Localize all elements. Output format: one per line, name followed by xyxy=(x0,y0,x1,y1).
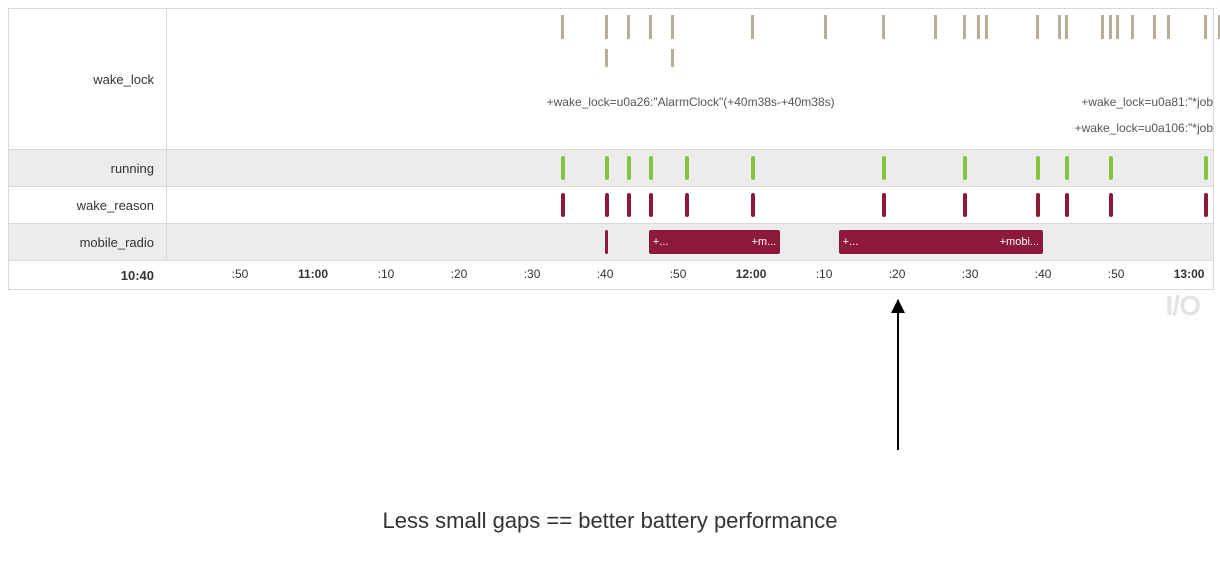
event-tick[interactable] xyxy=(627,15,630,39)
annotation-arrow xyxy=(897,300,899,450)
event-tick[interactable] xyxy=(882,193,886,217)
event-tick[interactable] xyxy=(1153,15,1156,39)
track-mobile-radio[interactable]: +...+m...+...+mobi...+...+...+m...+...+m… xyxy=(167,224,1213,260)
axis-tick-label: :30 xyxy=(962,261,979,281)
event-tick[interactable] xyxy=(1058,15,1061,39)
event-tick[interactable] xyxy=(1204,15,1207,39)
wake-lock-annotation: +wake_lock=u0a106:"*job xyxy=(1075,121,1213,135)
axis-tick-label: :50 xyxy=(232,261,249,281)
row-wake-reason: wake_reason xyxy=(9,187,1213,224)
event-tick[interactable] xyxy=(685,193,689,217)
radio-interval[interactable]: +...+mobi... xyxy=(839,230,1043,254)
event-tick[interactable] xyxy=(1065,156,1069,180)
event-tick[interactable] xyxy=(1036,15,1039,39)
event-tick[interactable] xyxy=(605,15,608,39)
event-tick[interactable] xyxy=(751,15,754,39)
event-tick[interactable] xyxy=(977,15,980,39)
event-tick[interactable] xyxy=(605,156,609,180)
event-tick[interactable] xyxy=(751,156,755,180)
event-tick[interactable] xyxy=(1036,156,1040,180)
row-running: running xyxy=(9,150,1213,187)
axis-tick-label: 13:00 xyxy=(1174,261,1205,281)
event-tick[interactable] xyxy=(649,15,652,39)
event-tick[interactable] xyxy=(1101,15,1104,39)
axis-origin-label: 10:40 xyxy=(9,261,167,289)
event-tick[interactable] xyxy=(934,15,937,39)
track-wake-lock[interactable]: +wake_lock=u0a26:"AlarmClock"(+40m38s-+4… xyxy=(167,9,1213,149)
event-tick[interactable] xyxy=(649,156,653,180)
wake-lock-annotation: +wake_lock=u0a26:"AlarmClock"(+40m38s-+4… xyxy=(547,95,835,109)
event-tick[interactable] xyxy=(649,193,653,217)
track-running[interactable] xyxy=(167,150,1213,186)
axis-tick-label: 12:00 xyxy=(736,261,767,281)
axis-tick-label: :20 xyxy=(889,261,906,281)
event-tick[interactable] xyxy=(605,193,609,217)
event-tick[interactable] xyxy=(671,49,674,67)
event-tick[interactable] xyxy=(1065,15,1068,39)
event-tick[interactable] xyxy=(685,156,689,180)
event-tick[interactable] xyxy=(1065,193,1069,217)
row-wake-lock: wake_lock +wake_lock=u0a26:"AlarmClock"(… xyxy=(9,9,1213,150)
annotation-caption: Less small gaps == better battery perfor… xyxy=(0,508,1220,534)
event-tick[interactable] xyxy=(1036,193,1040,217)
time-axis: 10:40 :50 11:00 :10 :20 :30 :40 :50 12:00 :10 :20… xyxy=(9,261,1213,289)
row-label-running: running xyxy=(9,150,167,186)
row-label-wake-lock: wake_lock xyxy=(9,9,167,149)
event-tick[interactable] xyxy=(605,49,608,67)
event-tick[interactable] xyxy=(824,15,827,39)
event-tick[interactable] xyxy=(963,15,966,39)
axis-tick-label: :30 xyxy=(524,261,541,281)
event-tick[interactable] xyxy=(627,156,631,180)
axis-tick-label: :50 xyxy=(670,261,687,281)
event-tick[interactable] xyxy=(1109,15,1112,39)
watermark-text: I/O xyxy=(1166,290,1200,322)
axis-tick-label: :10 xyxy=(378,261,395,281)
event-tick[interactable] xyxy=(1167,15,1170,39)
axis-tick-label: :10 xyxy=(816,261,833,281)
event-tick[interactable] xyxy=(963,156,967,180)
axis-ticks: :50 11:00 :10 :20 :30 :40 :50 12:00 :10 :20 :30 :40… xyxy=(167,261,1213,289)
event-tick[interactable] xyxy=(963,193,967,217)
track-wake-reason[interactable] xyxy=(167,187,1213,223)
row-mobile-radio: mobile_radio +...+m...+...+mobi...+...+.… xyxy=(9,224,1213,261)
event-tick[interactable] xyxy=(751,193,755,217)
event-tick[interactable] xyxy=(1109,156,1113,180)
event-tick[interactable] xyxy=(561,15,564,39)
event-tick[interactable] xyxy=(1116,15,1119,39)
row-label-mobile-radio: mobile_radio xyxy=(9,224,167,260)
axis-tick-label: :40 xyxy=(597,261,614,281)
wake-lock-annotation: +wake_lock=u0a81:"*job xyxy=(1081,95,1213,109)
event-tick[interactable] xyxy=(882,156,886,180)
event-tick[interactable] xyxy=(1204,156,1208,180)
axis-tick-label: :50 xyxy=(1108,261,1125,281)
event-tick[interactable] xyxy=(561,156,565,180)
event-tick[interactable] xyxy=(561,193,565,217)
row-label-wake-reason: wake_reason xyxy=(9,187,167,223)
event-tick[interactable] xyxy=(882,15,885,39)
event-tick[interactable] xyxy=(985,15,988,39)
event-tick[interactable] xyxy=(671,15,674,39)
event-tick[interactable] xyxy=(627,193,631,217)
axis-tick-label: :20 xyxy=(451,261,468,281)
axis-tick-label: 11:00 xyxy=(298,261,328,281)
event-tick[interactable] xyxy=(1131,15,1134,39)
event-tick[interactable] xyxy=(605,230,608,254)
radio-interval[interactable]: +...+m... xyxy=(649,230,780,254)
axis-tick-label: :40 xyxy=(1035,261,1052,281)
event-tick[interactable] xyxy=(1204,193,1208,217)
event-tick[interactable] xyxy=(1109,193,1113,217)
